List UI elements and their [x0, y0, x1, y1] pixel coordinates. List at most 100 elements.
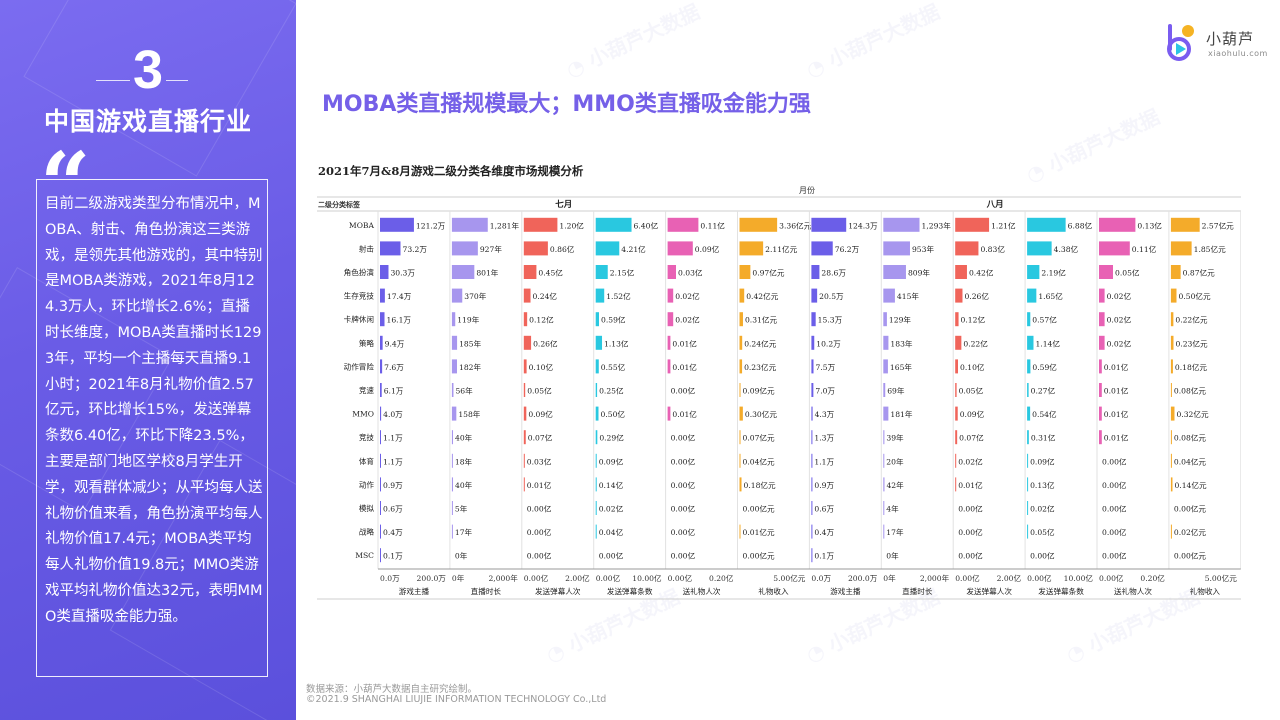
data-label: 16.1万 — [387, 316, 412, 325]
data-label: 0.00亿 — [671, 527, 696, 537]
data-label: 0.00亿 — [527, 504, 552, 514]
data-label: 1.1万 — [814, 457, 834, 466]
data-label: 76.2万 — [835, 245, 860, 254]
bar-七月-直播时长-策略 — [451, 335, 458, 350]
data-label: 0.14亿元 — [1174, 480, 1207, 490]
axis-min-label: 0.0万 — [380, 574, 400, 583]
data-label: 6.88亿 — [1068, 220, 1093, 230]
bar-八月-游戏主播-动作 — [811, 477, 813, 492]
data-label: 0.6万 — [814, 505, 834, 514]
data-label: 0.00亿 — [527, 527, 552, 537]
data-label: 0.01亿 — [527, 480, 552, 490]
bar-八月-发送弹幕条数-策略 — [1027, 335, 1034, 350]
axis-max-label: 2,000年 — [488, 573, 518, 583]
data-label: 0.87亿元 — [1183, 268, 1216, 278]
bar-八月-发送弹幕条数-动作 — [1027, 477, 1029, 492]
category-label: 策略 — [359, 338, 375, 348]
number-divider-right — [166, 80, 188, 81]
bar-七月-发送弹幕条数-动作 — [595, 477, 597, 492]
bar-七月-直播时长-卡牌休闲 — [451, 312, 456, 327]
copyright: ©2021.9 SHANGHAI LIUJIE INFORMATION TECH… — [306, 694, 607, 705]
bar-七月-直播时长-MOBA — [451, 217, 488, 232]
number-divider-left — [96, 80, 130, 81]
data-label: 0.01亿 — [672, 338, 697, 348]
bar-八月-发送弹幕条数-生存竞技 — [1027, 288, 1037, 303]
data-label: 0.10亿 — [529, 362, 554, 372]
data-label: 0.83亿 — [980, 244, 1005, 254]
axis-max-label: 200.0万 — [417, 574, 447, 583]
data-label: 119年 — [457, 315, 479, 325]
data-label: 0.02亿 — [1107, 315, 1132, 325]
data-label: 0年 — [886, 551, 899, 561]
bar-八月-礼物收入-生存竞技 — [1170, 288, 1177, 303]
data-label: 0.24亿元 — [744, 338, 777, 348]
bar-八月-直播时长-策略 — [883, 335, 889, 350]
bar-七月-游戏主播-MMO — [380, 406, 382, 421]
category-label: 竞速 — [359, 385, 375, 395]
bar-七月-直播时长-竞技 — [451, 430, 454, 445]
bar-八月-发送弹幕人次-竞技 — [955, 430, 958, 445]
data-label: 0.09亿 — [695, 244, 720, 254]
data-label: 0.26亿 — [533, 338, 558, 348]
data-label: 42年 — [886, 480, 904, 490]
data-label: 0.54亿 — [1032, 409, 1057, 419]
data-label: 0.57亿 — [1032, 315, 1057, 325]
bar-七月-礼物收入-策略 — [739, 335, 743, 350]
data-label: 0.18亿元 — [744, 480, 777, 490]
bar-七月-游戏主播-射击 — [380, 241, 401, 256]
sidebar-panel: 3 中国游戏直播行业 “ 目前二级游戏类型分布情况中，MOBA、射击、角色扮演这… — [0, 0, 296, 720]
bar-八月-礼物收入-体育 — [1170, 453, 1172, 468]
bar-八月-游戏主播-策略 — [811, 335, 815, 350]
data-label: 0.00亿元 — [743, 504, 776, 514]
data-label: 181年 — [890, 409, 912, 419]
data-label: 124.3万 — [848, 221, 878, 230]
data-label: 165年 — [890, 362, 912, 372]
data-label: 0.30亿元 — [745, 409, 778, 419]
data-label: 0.00亿元 — [1174, 551, 1207, 561]
bar-八月-礼物收入-战略 — [1170, 524, 1172, 539]
bar-七月-送礼物人次-MOBA — [667, 217, 699, 232]
bar-七月-直播时长-生存竞技 — [451, 288, 463, 303]
bar-七月-直播时长-MMO — [451, 406, 457, 421]
bar-八月-直播时长-射击 — [883, 241, 910, 256]
bar-八月-礼物收入-MOBA — [1170, 217, 1200, 232]
data-label: 0.23亿元 — [1175, 338, 1208, 348]
bar-七月-礼物收入-卡牌休闲 — [739, 312, 743, 327]
bar-七月-发送弹幕条数-战略 — [595, 524, 597, 539]
bar-八月-礼物收入-竞技 — [1170, 430, 1172, 445]
bar-七月-发送弹幕条数-MMO — [595, 406, 599, 421]
data-label: 0.09亿 — [528, 409, 553, 419]
measure-label: 发送弹幕人次 — [966, 586, 1012, 596]
data-label: 0.97亿元 — [752, 268, 785, 278]
measure-label: 礼物收入 — [1190, 586, 1221, 596]
bar-八月-游戏主播-生存竞技 — [811, 288, 818, 303]
bar-八月-直播时长-生存竞技 — [883, 288, 895, 303]
bar-八月-游戏主播-模拟 — [811, 501, 813, 515]
bar-八月-发送弹幕条数-模拟 — [1027, 501, 1029, 515]
bar-七月-游戏主播-卡牌休闲 — [380, 312, 385, 327]
data-label: 0.11亿 — [1132, 244, 1157, 254]
bar-七月-礼物收入-角色扮演 — [739, 265, 751, 279]
data-label: 0.00亿 — [1102, 456, 1127, 466]
bar-八月-游戏主播-动作冒险 — [811, 359, 814, 374]
axis-max-label: 200.0万 — [848, 574, 878, 583]
data-label: 0.55亿 — [601, 362, 626, 372]
data-label: 0.05亿 — [1030, 527, 1055, 537]
bar-八月-发送弹幕条数-竞技 — [1027, 430, 1029, 445]
data-label: 0.01亿 — [1104, 362, 1129, 372]
data-label: 0.00亿 — [1102, 504, 1127, 514]
data-label: 0.22亿元 — [1175, 315, 1208, 325]
axis-max-label: 0.20亿 — [709, 573, 734, 583]
bar-八月-送礼物人次-策略 — [1099, 335, 1105, 350]
page-title: MOBA类直播规模最大；MMO类直播吸金能力强 — [322, 92, 811, 117]
data-label: 0.05亿 — [527, 386, 552, 396]
bar-八月-直播时长-模拟 — [883, 501, 885, 515]
data-label: 0.29亿 — [599, 433, 624, 443]
data-label: 0.13亿 — [1030, 480, 1055, 490]
data-label: 73.2万 — [402, 245, 427, 254]
bar-七月-送礼物人次-MMO — [667, 406, 671, 421]
data-label: 0.02亿 — [958, 456, 983, 466]
bar-八月-送礼物人次-射击 — [1099, 241, 1130, 256]
bar-七月-礼物收入-动作 — [739, 477, 742, 492]
data-label: 1.21亿 — [991, 220, 1016, 230]
